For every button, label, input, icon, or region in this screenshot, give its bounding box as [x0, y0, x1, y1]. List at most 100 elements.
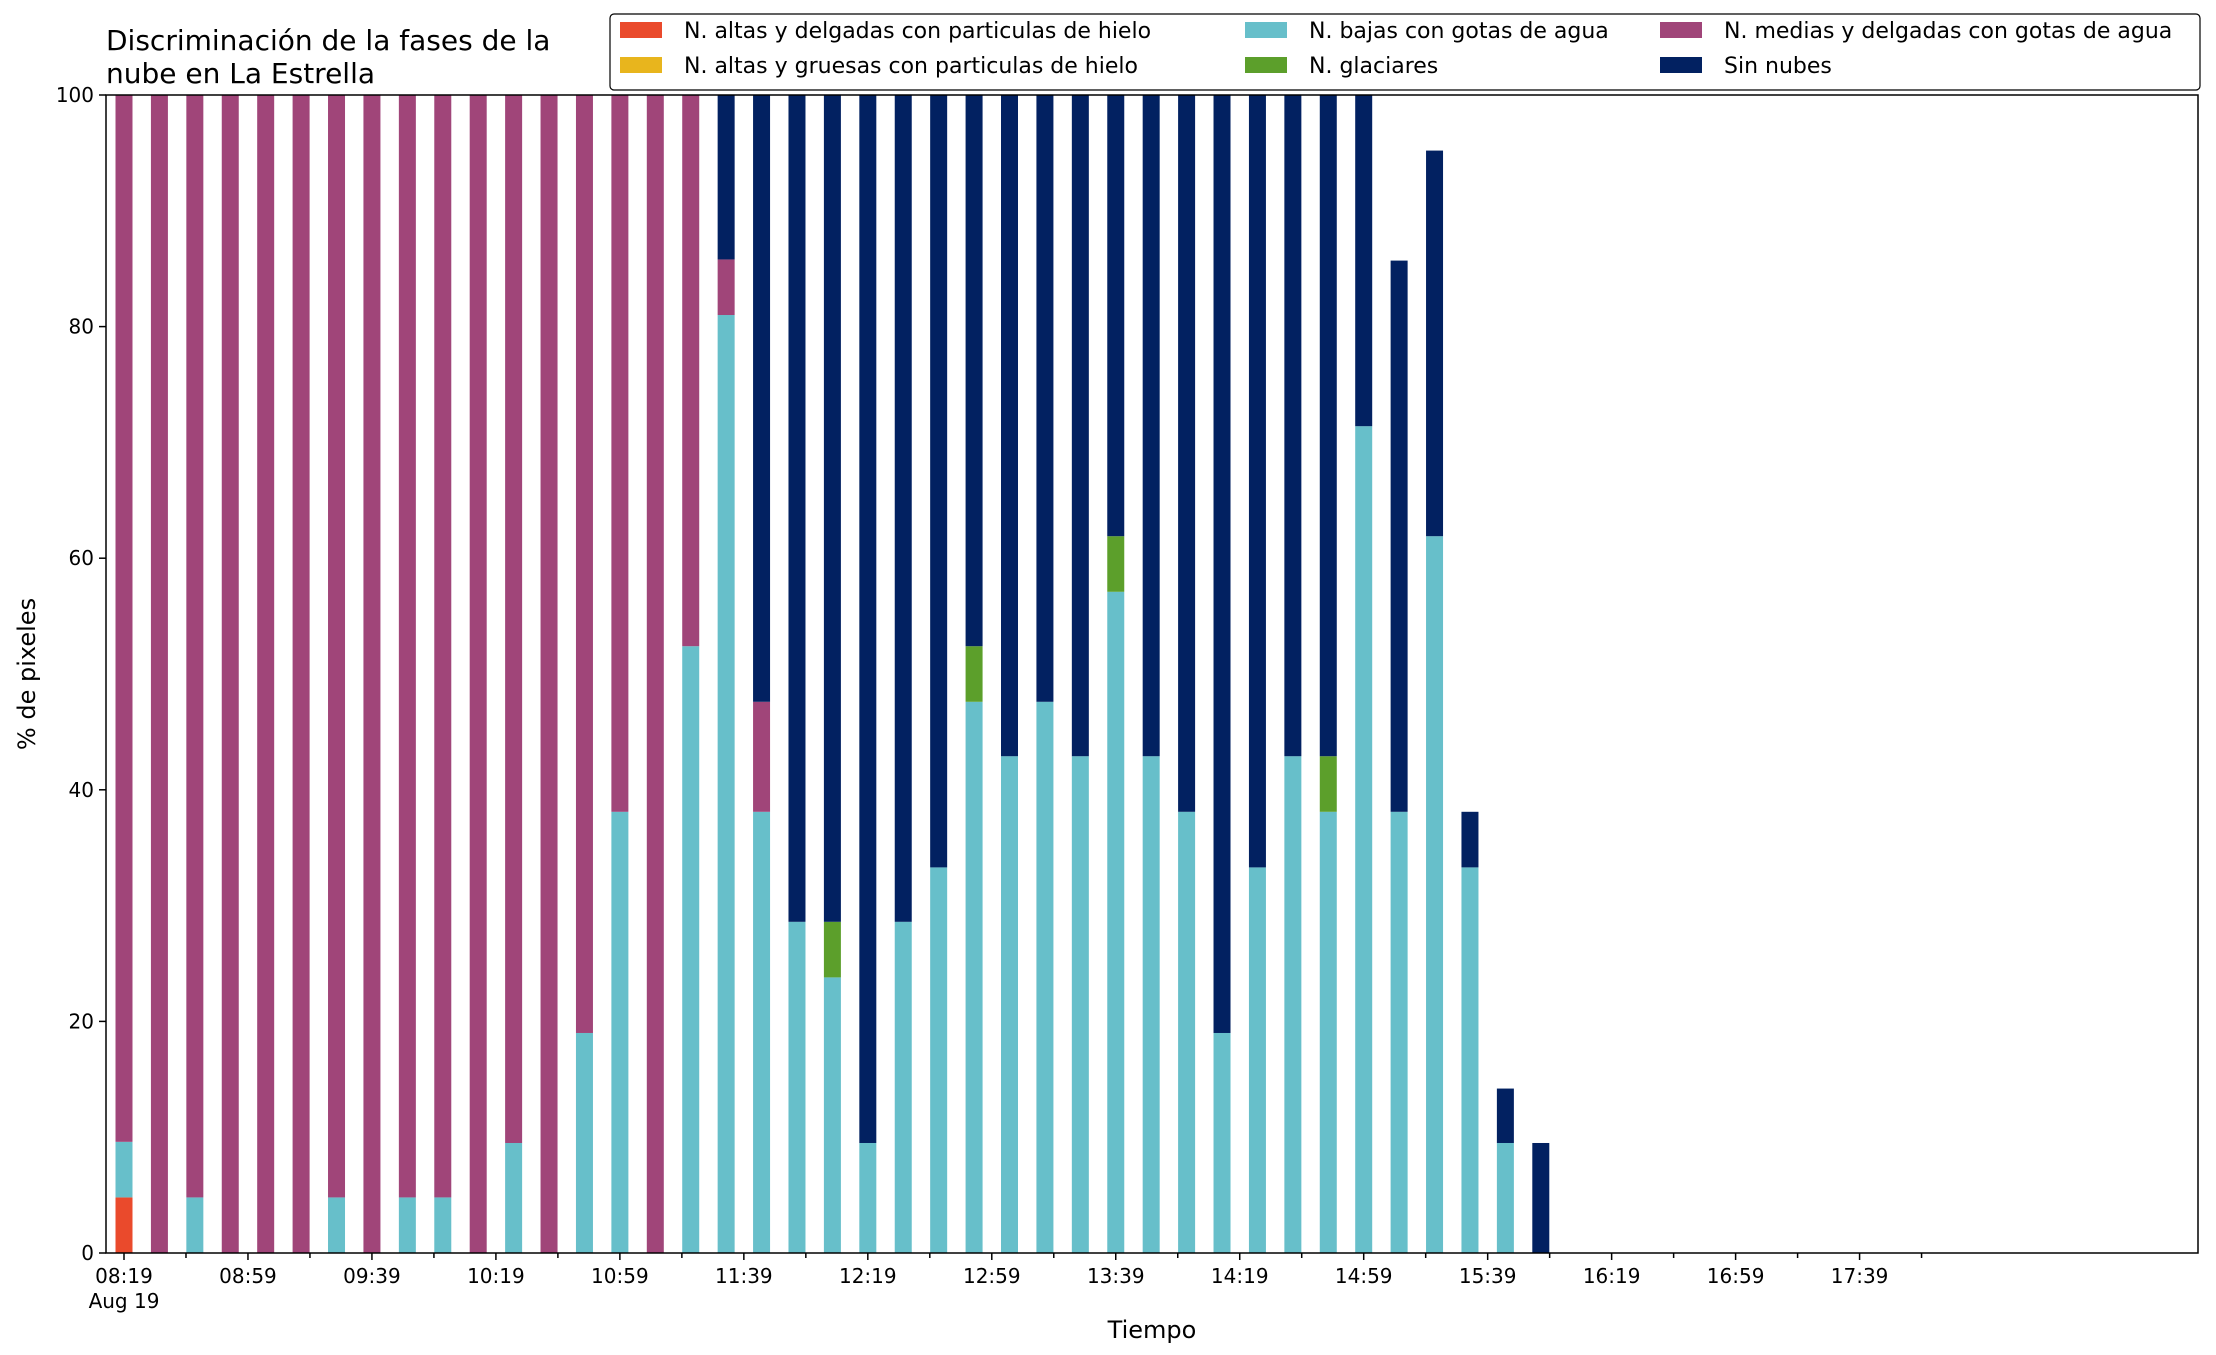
bar-segment [1071, 95, 1089, 757]
bar-segment [788, 921, 806, 1253]
legend-label: N. bajas con gotas de agua [1309, 19, 1609, 44]
x-tick-label: 14:19 [1211, 1264, 1269, 1288]
bar-segment [717, 95, 735, 260]
bar-segment [1001, 756, 1018, 1253]
bar-segment [505, 95, 523, 1143]
y-tick-label: 80 [69, 315, 94, 339]
bar-segment [859, 1142, 877, 1253]
bar-segment [1390, 811, 1408, 1253]
bar-segment [1284, 756, 1302, 1253]
bar-segment [930, 95, 948, 868]
x-tick-label: 12:59 [963, 1264, 1021, 1288]
x-axis-label: Tiempo [1107, 1316, 1197, 1344]
bar-segment [363, 95, 381, 1253]
legend-label: N. altas y delgadas con particulas de hi… [684, 19, 1151, 44]
bar-segment [398, 95, 416, 1198]
bar-segment [1036, 95, 1054, 702]
bar-segment [611, 811, 629, 1253]
bar-segment [292, 95, 310, 1253]
legend-swatch [620, 57, 662, 73]
bar-segment [1142, 756, 1160, 1253]
bar-segment [1355, 426, 1373, 1253]
bar-segment [1426, 150, 1444, 537]
x-tick-label: 16:59 [1707, 1264, 1765, 1288]
bar-segment [1426, 536, 1444, 1253]
bar-segment [469, 95, 487, 1253]
bar-segment [150, 95, 168, 1253]
x-tick-label: 16:19 [1583, 1264, 1641, 1288]
bar-segment [1071, 756, 1089, 1253]
legend-label: N. altas y gruesas con particulas de hie… [684, 54, 1138, 79]
bar-segment [717, 315, 735, 1253]
y-tick-label: 60 [69, 546, 94, 570]
bar-segment [894, 95, 912, 922]
legend-swatch [1660, 57, 1702, 73]
y-tick-label: 0 [81, 1241, 94, 1265]
bar-segment [575, 95, 593, 1033]
legend-swatch [620, 22, 662, 38]
bar-segment [1001, 95, 1018, 757]
bar-segment [823, 921, 841, 978]
plot-frame [105, 94, 2199, 1254]
bar-segment [1319, 756, 1337, 812]
bar-segment [1107, 95, 1125, 537]
bar-segment [115, 95, 133, 1142]
x-tick-label: 14:59 [1335, 1264, 1393, 1288]
bar-segment [221, 95, 239, 1253]
bar-segment [1355, 95, 1373, 427]
bar-segment [753, 701, 771, 812]
bar-segment [823, 977, 841, 1253]
bar-segment [611, 95, 629, 812]
bar-segment [1461, 811, 1479, 868]
bar-segment [328, 95, 346, 1198]
y-tick-label: 20 [69, 1009, 94, 1033]
bar-segment [965, 95, 983, 647]
bar-segment [505, 1142, 523, 1253]
bar-segment [1390, 260, 1408, 812]
x-tick-label: 12:19 [839, 1264, 897, 1288]
x-tick-label: 13:39 [1087, 1264, 1145, 1288]
bar-segment [115, 1141, 133, 1198]
bar-segment [540, 95, 558, 1253]
bar-segment [257, 95, 275, 1253]
x-tick-label: 17:39 [1831, 1264, 1889, 1288]
bar-segment [1496, 1088, 1514, 1143]
bar-segment [859, 95, 877, 1143]
bar-segment [1532, 1142, 1550, 1253]
x-tick-sublabel: Aug 19 [89, 1289, 160, 1313]
legend-swatch [1245, 57, 1287, 73]
chart-title-line-2: nube en La Estrella [106, 57, 375, 90]
bar-segment [1461, 867, 1479, 1253]
bar-segment [930, 867, 948, 1253]
bar-segment [753, 811, 771, 1253]
bar-segment [1284, 95, 1302, 757]
legend-label: N. glaciares [1309, 54, 1438, 79]
bars-layer [115, 95, 1550, 1253]
bar-segment [1496, 1142, 1514, 1253]
legend-label: Sin nubes [1724, 54, 1832, 79]
bar-segment [186, 95, 204, 1198]
bar-segment [575, 1032, 593, 1253]
bar-segment [1107, 536, 1125, 592]
legend-label: N. medias y delgadas con gotas de agua [1724, 19, 2172, 44]
bar-segment [398, 1197, 416, 1253]
x-tick-label: 10:59 [591, 1264, 649, 1288]
legend: N. altas y delgadas con particulas de hi… [609, 13, 2201, 91]
bar-segment [1248, 95, 1266, 868]
bar-segment [328, 1197, 346, 1253]
bar-segment [1319, 95, 1337, 757]
bar-segment [186, 1197, 204, 1253]
bar-segment [1178, 95, 1196, 812]
bar-segment [646, 95, 664, 1253]
bar-segment [753, 95, 771, 702]
bar-segment [788, 95, 806, 922]
bar-segment [1213, 95, 1231, 1033]
legend-swatch [1245, 22, 1287, 38]
legend-box [609, 13, 2201, 91]
bar-segment [717, 259, 735, 316]
bar-segment [823, 95, 841, 922]
bar-segment [965, 646, 983, 702]
bar-segment [682, 646, 700, 1253]
bar-segment [965, 701, 983, 1253]
